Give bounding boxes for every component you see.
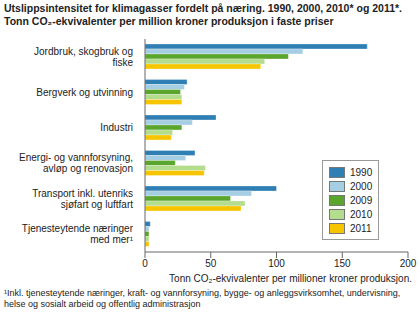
html-text:Tonn CO₂-ekvivalenter per mill: Tonn CO₂-ekvivalenter per millioner kron… [169,273,412,284]
html-text:2009: 2009 [350,194,373,206]
svg-text:Bergverk og utvinning: Bergverk og utvinning [36,87,133,98]
svg-text:0: 0 [142,258,148,269]
svg-text:Transport inkl. utenrikssjøfar: Transport inkl. utenrikssjøfart og luftf… [32,188,133,210]
svg-text:Tjenesteytende næringermed mer: Tjenesteytende næringermed mer¹ [22,223,134,245]
html-text:1990: 1990 [350,166,373,178]
svg-text:Jordbruk, skogbruk ogfiske: Jordbruk, skogbruk ogfiske [34,46,133,68]
html-text:2000: 2000 [350,180,373,192]
svg-text:100: 100 [268,258,285,269]
svg-text:50: 50 [205,258,217,269]
svg-text:150: 150 [334,258,351,269]
html-text:Utslippsintensitet for klimaga: Utslippsintensitet for klimagasser forde… [4,2,402,27]
svg-text:Energi- og vannforsyning,avløp: Energi- og vannforsyning,avløp og renova… [19,152,133,174]
svg-text:200: 200 [400,258,412,269]
html-text:¹Inkl. tjenesteytende næringer: ¹Inkl. tjenesteytende næringer, kraft- o… [4,288,401,309]
html-text:2010: 2010 [350,208,373,220]
html-text:2011: 2011 [350,222,372,234]
svg-text:Industri: Industri [100,122,133,133]
